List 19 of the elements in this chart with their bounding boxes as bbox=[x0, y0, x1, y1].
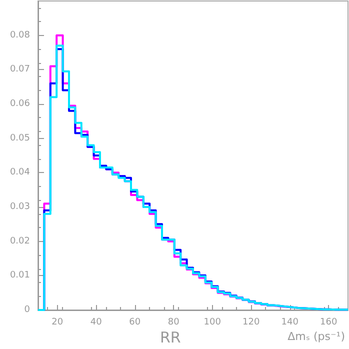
y-tick-label: 0.05 bbox=[10, 133, 30, 144]
x-tick-label: 80 bbox=[168, 318, 180, 328]
y-tick-label: 0.02 bbox=[10, 236, 30, 246]
y-tick-label: 0.07 bbox=[10, 64, 30, 75]
x-tick-label: 120 bbox=[242, 318, 260, 328]
y-tick-label: 0.08 bbox=[10, 30, 30, 40]
y-tick-label: 0.04 bbox=[10, 168, 30, 178]
x-tick-label: 60 bbox=[129, 318, 141, 328]
y-tick-label: 0 bbox=[24, 305, 30, 315]
x-tick-label: 140 bbox=[281, 318, 299, 328]
y-tick-label: 0.03 bbox=[10, 202, 30, 212]
y-tick-label: 0.06 bbox=[10, 99, 30, 109]
y-tick-label: 0.01 bbox=[10, 270, 30, 281]
text: RR bbox=[160, 328, 181, 346]
x-axis-title: Δmₛ (ps⁻¹) bbox=[288, 330, 346, 343]
x-tick-label: 20 bbox=[52, 318, 64, 328]
x-tick-label: 40 bbox=[90, 318, 102, 328]
x-tick-label: 160 bbox=[320, 318, 338, 328]
x-tick-label: 100 bbox=[204, 318, 222, 328]
